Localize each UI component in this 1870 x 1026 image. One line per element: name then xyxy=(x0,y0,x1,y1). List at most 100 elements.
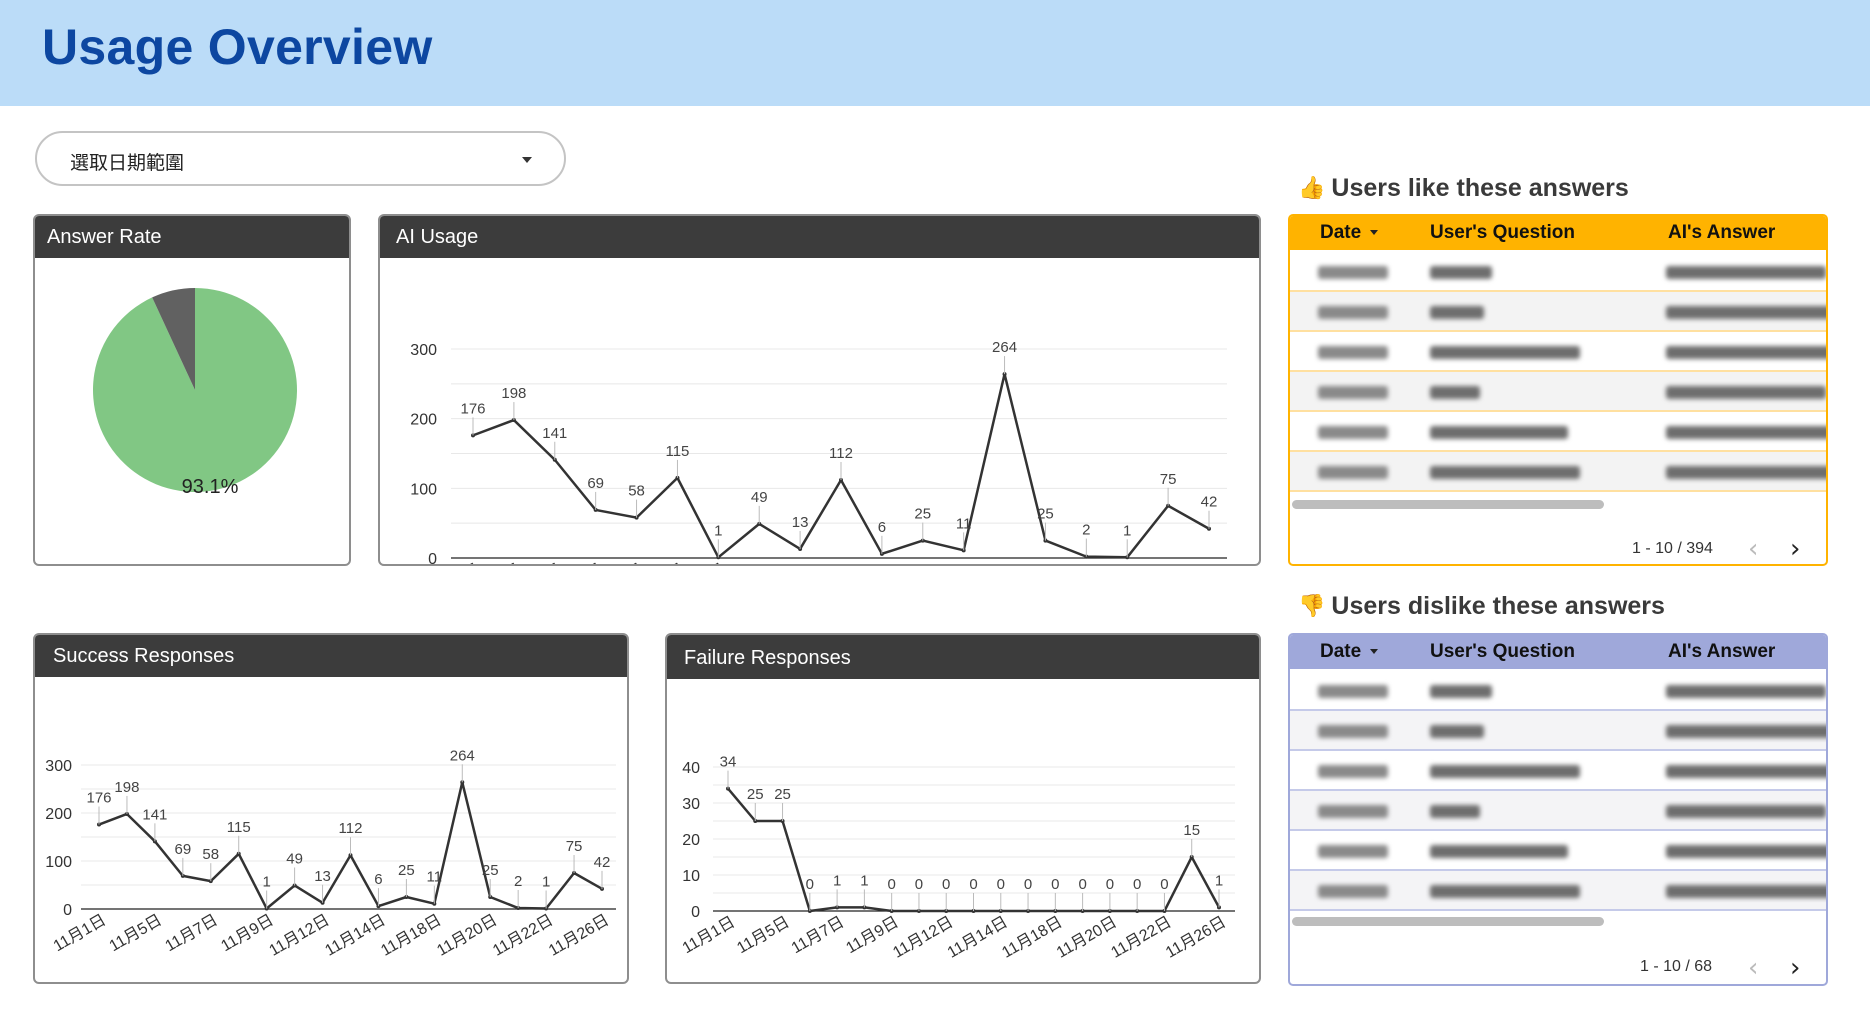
date-range-selector[interactable]: 選取日期範圍 xyxy=(35,131,566,186)
prev-page-button[interactable]: ‹ xyxy=(1748,953,1759,983)
cell-date xyxy=(1318,885,1388,898)
column-header-answer[interactable]: AI's Answer xyxy=(1668,641,1776,662)
data-point xyxy=(97,822,101,827)
data-label: 25 xyxy=(774,786,791,803)
column-header-date[interactable]: Date xyxy=(1320,222,1379,244)
data-label: 25 xyxy=(482,862,499,879)
table-row[interactable] xyxy=(1290,791,1826,831)
y-tick-label: 20 xyxy=(682,832,700,849)
cell-date xyxy=(1318,466,1388,479)
x-tick-label: 11月18日 xyxy=(378,912,444,960)
x-tick-label: 11月20日 xyxy=(1054,914,1120,962)
cell-answer xyxy=(1666,346,1826,359)
chevron-down-icon xyxy=(522,157,532,163)
data-label: 11 xyxy=(956,515,972,532)
cell-question xyxy=(1430,346,1580,359)
liked-answers-table: Date User's Question AI's Answer 1 - 10 … xyxy=(1288,214,1828,566)
table-row[interactable] xyxy=(1290,332,1826,372)
data-label: 25 xyxy=(1037,506,1054,523)
table-row[interactable] xyxy=(1290,452,1826,492)
ai-usage-panel: AI Usage 0 100 200 300 176 198 141 69 58 115 1 49 13… xyxy=(378,214,1261,566)
data-point xyxy=(320,900,325,905)
data-label: 141 xyxy=(142,806,167,823)
cell-date xyxy=(1318,266,1388,279)
table-row[interactable] xyxy=(1290,252,1826,292)
data-label: 0 xyxy=(997,876,1005,893)
cell-date xyxy=(1318,805,1388,818)
next-page-button[interactable]: › xyxy=(1790,534,1801,564)
data-label: 13 xyxy=(792,514,809,531)
data-label: 1 xyxy=(262,874,270,891)
data-label: 0 xyxy=(887,876,895,893)
horizontal-scrollbar[interactable] xyxy=(1292,500,1604,509)
horizontal-scrollbar[interactable] xyxy=(1292,917,1604,926)
answer-rate-panel: Answer Rate 93.1% xyxy=(33,214,351,566)
y-tick-label: 100 xyxy=(45,854,72,871)
cell-answer xyxy=(1666,426,1826,439)
data-label: 2 xyxy=(514,873,522,890)
table-row[interactable] xyxy=(1290,372,1826,412)
column-header-answer[interactable]: AI's Answer xyxy=(1668,222,1776,243)
pie-slice-failure xyxy=(152,288,195,390)
cell-answer xyxy=(1666,845,1826,858)
data-label: 112 xyxy=(829,445,853,462)
cell-question xyxy=(1430,885,1580,898)
cell-date xyxy=(1318,306,1388,319)
data-label: 6 xyxy=(374,871,382,888)
data-label: 75 xyxy=(1160,471,1177,488)
data-label: 49 xyxy=(751,489,768,506)
table-row[interactable] xyxy=(1290,671,1826,711)
data-label: 11 xyxy=(427,869,443,886)
x-tick-label: 11月18日 xyxy=(999,914,1065,962)
data-label: 0 xyxy=(1133,876,1141,893)
table-header: Date User's Question AI's Answer xyxy=(1290,216,1826,250)
data-label: 75 xyxy=(566,838,583,855)
data-label: 264 xyxy=(450,747,475,764)
data-label: 198 xyxy=(501,385,526,402)
cell-question xyxy=(1430,685,1492,698)
data-label: 58 xyxy=(202,846,219,863)
data-point xyxy=(1217,905,1221,910)
data-point xyxy=(264,906,269,911)
data-point xyxy=(552,457,557,462)
y-tick-label: 0 xyxy=(428,551,437,564)
column-header-question[interactable]: User's Question xyxy=(1430,222,1575,243)
table-row[interactable] xyxy=(1290,711,1826,751)
prev-page-button[interactable]: ‹ xyxy=(1748,534,1759,564)
x-tick-label: 11月26日 xyxy=(1163,914,1229,962)
data-label: 198 xyxy=(114,779,139,796)
next-page-button[interactable]: › xyxy=(1790,953,1801,983)
table-row[interactable] xyxy=(1290,292,1826,332)
data-label: 112 xyxy=(339,820,363,837)
pagination-label: 1 - 10 / 394 xyxy=(1632,540,1713,557)
ai-usage-title: AI Usage xyxy=(380,216,1259,258)
y-tick-label: 300 xyxy=(410,342,437,359)
cell-answer xyxy=(1666,885,1826,898)
data-label: 0 xyxy=(942,876,950,893)
data-point xyxy=(920,538,925,543)
sort-desc-icon[interactable] xyxy=(1370,649,1379,654)
data-label: 58 xyxy=(628,483,645,500)
thumbs-down-icon: 👎 xyxy=(1298,593,1326,618)
x-tick-label: 11月1日 xyxy=(680,914,738,957)
table-row[interactable] xyxy=(1290,831,1826,871)
data-label: 0 xyxy=(1024,876,1032,893)
cell-answer xyxy=(1666,466,1826,479)
failure-responses-panel: Failure Responses 0 10 20 30 40 34 25 25 0 1 1 0 0 0 0… xyxy=(665,633,1261,984)
sort-desc-icon[interactable] xyxy=(1370,230,1379,235)
table-row[interactable] xyxy=(1290,871,1826,911)
data-label: 1 xyxy=(833,872,841,889)
table-row[interactable] xyxy=(1290,412,1826,452)
data-point xyxy=(1043,538,1048,543)
cell-answer xyxy=(1666,386,1826,399)
data-label: 25 xyxy=(747,786,764,803)
cell-question xyxy=(1430,466,1580,479)
table-row[interactable] xyxy=(1290,751,1826,791)
column-header-question[interactable]: User's Question xyxy=(1430,641,1575,662)
cell-answer xyxy=(1666,266,1826,279)
data-point xyxy=(798,546,803,551)
data-label: 42 xyxy=(1201,494,1218,511)
y-tick-label: 300 xyxy=(45,758,72,775)
column-header-date[interactable]: Date xyxy=(1320,641,1379,663)
